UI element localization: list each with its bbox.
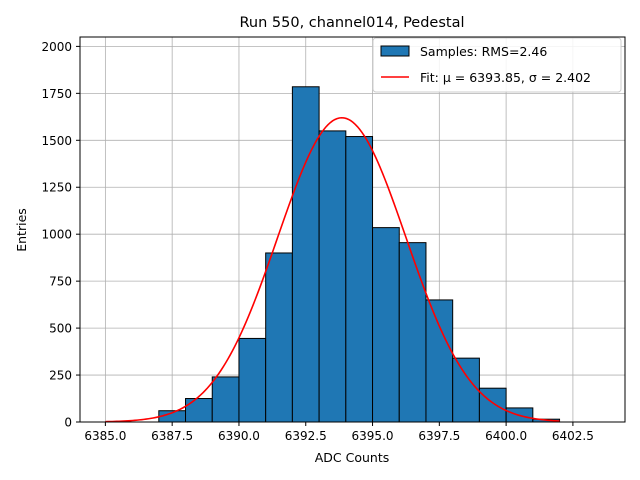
plot-frame — [79, 36, 626, 423]
histogram-bars — [158, 86, 561, 423]
y-tick-label: 750 — [49, 275, 72, 289]
x-tick-label: 6400.0 — [485, 429, 527, 443]
x-tick-label: 6392.5 — [285, 429, 327, 443]
histogram-bar — [345, 136, 374, 423]
y-tick-label: 0 — [64, 416, 72, 430]
x-tick-label: 6390.0 — [218, 429, 260, 443]
histogram-bar — [291, 86, 320, 423]
y-tick-label: 2000 — [41, 40, 72, 54]
x-axis-ticks: 6385.0 6387.5 6390.0 6392.5 6395.0 6397.5 6400… — [84, 422, 594, 443]
y-axis-label: Entries — [14, 208, 29, 252]
histogram-bar — [318, 130, 347, 423]
x-tick-label: 6385.0 — [84, 429, 126, 443]
histogram-bar — [185, 398, 213, 423]
y-tick-label: 1500 — [41, 134, 72, 148]
x-tick-label: 6397.5 — [418, 429, 460, 443]
histogram-bar — [398, 242, 427, 423]
legend-swatch-samples — [380, 45, 410, 57]
legend: Samples: RMS=2.46 Fit: μ = 6393.85, σ = … — [372, 37, 622, 93]
chart-title: Run 550, channel014, Pedestal — [239, 15, 464, 31]
fit-curve — [105, 116, 560, 423]
legend-label-samples: Samples: RMS=2.46 — [420, 44, 547, 59]
histogram-bar — [425, 299, 454, 423]
histogram-bar — [265, 252, 293, 423]
y-tick-label: 1250 — [41, 181, 72, 195]
histogram-bar — [211, 376, 240, 423]
y-tick-label: 1750 — [41, 87, 72, 101]
y-tick-label: 1000 — [41, 228, 72, 242]
x-tick-label: 6402.5 — [552, 429, 594, 443]
histogram-bar — [478, 387, 507, 423]
legend-box — [372, 37, 622, 93]
legend-label-fit: Fit: μ = 6393.85, σ = 2.402 — [420, 70, 591, 85]
histogram-bar — [372, 227, 400, 423]
x-axis-label: ADC Counts — [315, 450, 390, 465]
histogram-bar — [238, 337, 267, 423]
x-tick-label: 6395.0 — [352, 429, 394, 443]
x-tick-label: 6387.5 — [151, 429, 193, 443]
y-tick-label: 500 — [49, 322, 72, 336]
histogram-bar — [452, 357, 480, 423]
y-axis-ticks: 0 250 500 750 1000 1250 1500 1750 2000 — [41, 40, 80, 430]
y-tick-label: 250 — [49, 369, 72, 383]
